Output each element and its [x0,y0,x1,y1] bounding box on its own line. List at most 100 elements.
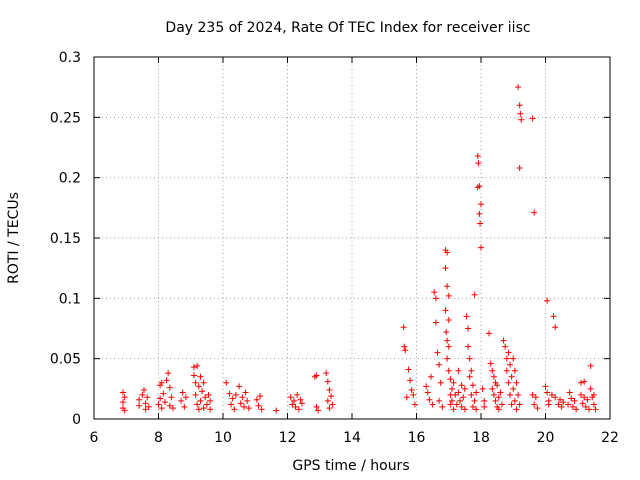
x-tick-label: 22 [601,430,619,446]
data-point [552,394,559,401]
data-point [571,397,578,404]
data-point [479,385,486,392]
y-tick-label: 0.15 [50,231,81,247]
data-point [163,377,170,384]
data-point [299,400,306,407]
data-point [448,385,455,392]
data-point [586,406,593,413]
data-point [226,390,233,397]
data-point [516,165,523,172]
data-point [155,401,162,408]
data-point [469,403,476,410]
data-point [445,292,452,299]
data-point [577,391,584,398]
data-point [202,394,209,401]
data-point [582,403,589,410]
data-point [205,391,212,398]
data-point [489,385,496,392]
data-point [457,397,464,404]
data-point [429,401,436,408]
data-point [411,401,418,408]
data-point [476,210,483,217]
data-point [565,401,572,408]
data-point [516,102,523,109]
data-point [157,395,164,402]
data-point [505,379,512,386]
data-point [481,397,488,404]
data-point [253,396,260,403]
data-point [531,401,538,408]
data-point [463,313,470,320]
data-point [442,307,449,314]
y-tick-label: 0.2 [59,171,81,187]
data-point [192,379,199,386]
data-point [231,406,238,413]
data-point [531,209,538,216]
data-point [315,407,322,414]
data-point [443,329,450,336]
data-point [569,403,576,410]
data-point [461,385,468,392]
data-point [458,403,465,410]
data-point [513,379,520,386]
data-point [587,385,594,392]
data-point [492,397,499,404]
data-point [481,403,488,410]
data-point [592,406,599,413]
data-point [529,115,536,122]
data-point [165,370,172,377]
data-point [473,406,480,413]
x-tick-label: 8 [154,430,163,446]
data-point [500,337,507,344]
data-point [566,389,573,396]
data-point [326,387,333,394]
data-point [258,406,265,413]
data-point [236,383,243,390]
data-point [207,406,214,413]
data-point [447,376,454,383]
data-point [577,379,584,386]
data-point [273,407,280,414]
y-tick-label: 0.1 [59,291,81,307]
data-point [468,367,475,374]
data-point [144,394,151,401]
data-points [120,84,599,414]
data-point [478,201,484,208]
data-point [197,373,204,380]
data-point [495,394,502,401]
data-point [242,389,249,396]
data-point [328,393,335,400]
data-point [168,394,175,401]
data-point [516,401,523,408]
data-point [460,394,467,401]
data-point [400,324,407,331]
data-point [410,391,417,398]
data-point [324,378,331,385]
data-point [444,249,451,256]
data-point [478,244,484,251]
data-point [465,325,472,332]
data-point [401,343,408,350]
data-point [584,396,591,403]
data-point [121,394,128,401]
data-point [179,389,186,396]
data-point [408,387,415,394]
data-point [166,384,173,391]
data-point [444,337,451,344]
data-point [497,389,504,396]
data-point [139,391,146,398]
data-point [432,319,439,326]
data-point [545,401,552,408]
data-point [199,388,206,395]
data-point [200,379,207,386]
data-point [166,402,173,409]
data-point [289,401,296,408]
data-point [507,391,514,398]
data-point [579,400,586,407]
data-point [402,347,409,354]
data-point [203,401,210,408]
data-point [581,378,588,385]
data-point [140,387,147,394]
data-point [590,391,597,398]
data-point [515,84,522,91]
